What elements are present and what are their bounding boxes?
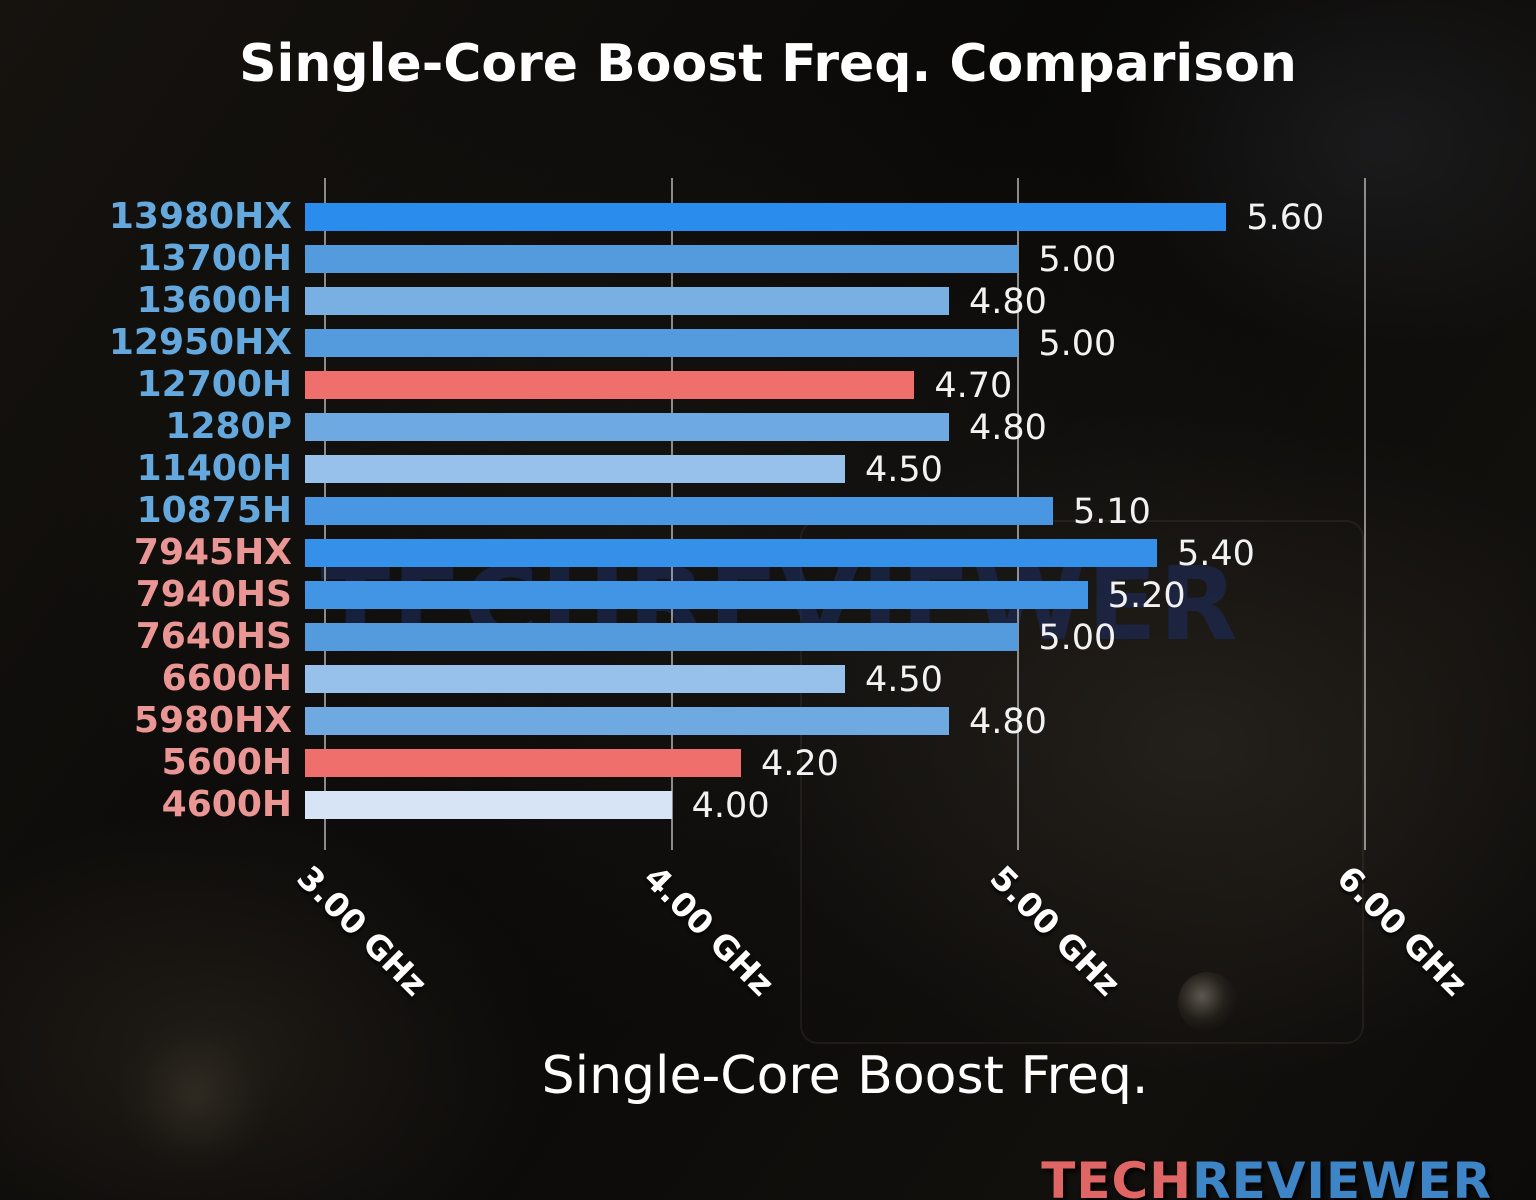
category-label: 6600H	[161, 658, 292, 699]
screw-shadow	[120, 1020, 270, 1170]
category-label: 4600H	[161, 784, 292, 825]
bar	[305, 539, 1157, 567]
category-label: 13600H	[136, 280, 292, 321]
brand-logo-reviewer: REVIEWER	[1192, 1152, 1492, 1200]
brand-logo-tech: TECH	[1041, 1152, 1193, 1200]
bar-row: 10875H 5.10	[0, 490, 1536, 532]
bar	[305, 371, 915, 399]
bar-row: 13600H 4.80	[0, 280, 1536, 322]
category-label: 11400H	[136, 448, 292, 489]
category-label: 5600H	[161, 742, 292, 783]
category-label: 5980HX	[133, 700, 292, 741]
value-label: 5.10	[1073, 492, 1151, 532]
category-label: 7640HS	[135, 616, 292, 657]
gridline	[1364, 178, 1366, 850]
x-axis-label: Single-Core Boost Freq.	[541, 1046, 1149, 1106]
value-label: 4.70	[934, 366, 1013, 406]
category-label: 1280P	[165, 406, 292, 447]
value-label: 5.20	[1107, 576, 1186, 616]
bar-row: 11400H 4.50	[0, 448, 1536, 490]
brand-logo: TECHREVIEWER	[1041, 1152, 1492, 1200]
value-label: 4.20	[761, 744, 839, 784]
category-label: 12950HX	[108, 322, 292, 363]
screw-highlight	[1178, 972, 1238, 1032]
category-label: 13700H	[136, 238, 292, 279]
bar	[305, 329, 1019, 357]
bar-row: 12950HX 5.00	[0, 322, 1536, 364]
bar	[305, 749, 741, 777]
bar	[305, 581, 1088, 609]
bar	[305, 413, 949, 441]
bar	[305, 497, 1053, 525]
bar-row: 5980HX 4.80	[0, 700, 1536, 742]
value-label: 4.80	[969, 408, 1047, 448]
bar-row: 1280P 4.80	[0, 406, 1536, 448]
bar-row: 12700H 4.70	[0, 364, 1536, 406]
category-label: 7945HX	[133, 532, 292, 573]
value-label: 5.00	[1038, 618, 1117, 658]
value-label: 5.40	[1177, 534, 1255, 574]
cpu-socket-shape	[800, 520, 1364, 1044]
category-label: 10875H	[136, 490, 292, 531]
value-label: 4.50	[865, 660, 943, 700]
category-label: 7940HS	[135, 574, 292, 615]
value-label: 4.80	[969, 702, 1047, 742]
bar-row: 7640HS 5.00	[0, 616, 1536, 658]
bar	[305, 665, 845, 693]
bar-row: 7945HX 5.40	[0, 532, 1536, 574]
bar	[305, 245, 1019, 273]
category-label: 13980HX	[108, 196, 292, 237]
value-label: 4.50	[865, 450, 943, 490]
bar	[305, 791, 672, 819]
bar-row: 5600H 4.20	[0, 742, 1536, 784]
bar	[305, 707, 949, 735]
bar-row: 4600H 4.00	[0, 784, 1536, 826]
bar	[305, 455, 845, 483]
chart-title: Single-Core Boost Freq. Comparison	[239, 34, 1297, 94]
value-label: 4.80	[969, 282, 1047, 322]
bar-row: 13980HX 5.60	[0, 196, 1536, 238]
value-label: 5.00	[1038, 324, 1117, 364]
bar	[305, 623, 1019, 651]
bar-row: 6600H 4.50	[0, 658, 1536, 700]
bar	[305, 203, 1227, 231]
bar-row: 13700H 5.00	[0, 238, 1536, 280]
value-label: 4.00	[691, 786, 770, 826]
bar-row: 7940HS 5.20	[0, 574, 1536, 616]
value-label: 5.60	[1246, 198, 1325, 238]
bar	[305, 287, 949, 315]
value-label: 5.00	[1038, 240, 1117, 280]
category-label: 12700H	[136, 364, 292, 405]
